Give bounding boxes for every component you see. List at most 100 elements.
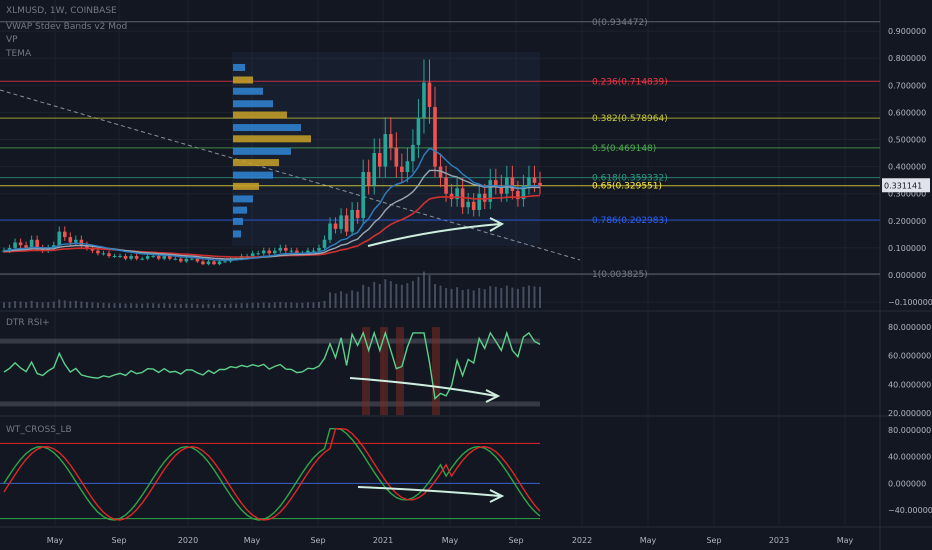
candle-body[interactable]	[400, 166, 404, 173]
candle-body[interactable]	[488, 180, 493, 202]
ema-blue-line[interactable]	[3, 147, 541, 262]
wt1-line[interactable]	[3, 428, 541, 521]
candle-body[interactable]	[24, 245, 28, 248]
candle-body[interactable]	[217, 261, 222, 265]
candle-body[interactable]	[372, 153, 377, 186]
candle-body[interactable]	[389, 134, 393, 148]
candle-body[interactable]	[118, 256, 122, 258]
candle-body[interactable]	[13, 242, 17, 248]
indicator-vwap-label[interactable]: VWAP Stdev Bands v2 Mod	[6, 22, 128, 32]
candle-body[interactable]	[256, 253, 260, 255]
candle-body[interactable]	[333, 223, 338, 229]
candle-body[interactable]	[85, 245, 89, 248]
candle-body[interactable]	[79, 239, 84, 246]
candle-body[interactable]	[129, 256, 133, 259]
candle-body[interactable]	[444, 177, 448, 194]
candle-body[interactable]	[361, 172, 365, 219]
symbol-title[interactable]: XLMUSD, 1W, COINBASE	[6, 6, 117, 16]
candle-body[interactable]	[151, 256, 155, 258]
ema-grey-line[interactable]	[3, 169, 540, 260]
candle-body[interactable]	[96, 250, 100, 254]
candle-body[interactable]	[190, 258, 194, 260]
candle-body[interactable]	[499, 185, 504, 194]
candle-body[interactable]	[195, 258, 200, 262]
wt-panel-title[interactable]: WT_CROSS_LB	[6, 425, 72, 435]
candle-body[interactable]	[134, 256, 139, 259]
candle-body[interactable]	[405, 161, 410, 173]
candle-body[interactable]	[261, 250, 266, 254]
rsi-panel-title[interactable]: DTR RSI+	[6, 318, 50, 328]
candle-body[interactable]	[18, 242, 23, 246]
candle-body[interactable]	[289, 250, 294, 252]
candle-body[interactable]	[317, 247, 321, 251]
candle-body[interactable]	[167, 256, 172, 259]
candle-body[interactable]	[74, 239, 78, 243]
candle-body[interactable]	[295, 250, 299, 254]
candle-body[interactable]	[328, 223, 332, 240]
annotation-arrow[interactable]	[367, 223, 501, 247]
candle-body[interactable]	[416, 117, 421, 145]
candle-body[interactable]	[350, 209, 354, 232]
candle-body[interactable]	[311, 250, 316, 252]
candle-body[interactable]	[7, 247, 12, 251]
wt-annotation-arrow[interactable]	[357, 486, 501, 497]
candle-body[interactable]	[339, 215, 343, 229]
candle-body[interactable]	[57, 231, 62, 246]
candle-body[interactable]	[433, 106, 437, 167]
candle-body[interactable]	[112, 256, 117, 258]
candle-body[interactable]	[477, 193, 482, 210]
candle-body[interactable]	[107, 253, 111, 257]
wt2-line[interactable]	[3, 428, 541, 521]
candle-body[interactable]	[162, 256, 167, 259]
candle-body[interactable]	[306, 250, 310, 254]
candle-body[interactable]	[355, 209, 360, 219]
candle-body[interactable]	[510, 177, 515, 191]
candle-body[interactable]	[156, 256, 161, 259]
candle-body[interactable]	[521, 185, 526, 200]
candle-body[interactable]	[383, 134, 388, 167]
candle-body[interactable]	[212, 261, 216, 265]
candle-body[interactable]	[223, 261, 227, 263]
candle-body[interactable]	[427, 82, 432, 107]
candle-body[interactable]	[145, 256, 150, 259]
candle-body[interactable]	[51, 245, 56, 248]
candle-body[interactable]	[377, 153, 382, 167]
indicator-vp-label[interactable]: VP	[6, 35, 18, 45]
rsi-line[interactable]	[3, 330, 541, 401]
candle-body[interactable]	[278, 247, 283, 251]
candle-body[interactable]	[482, 193, 487, 202]
candle-body[interactable]	[394, 147, 399, 167]
candle-body[interactable]	[250, 253, 255, 257]
candle-body[interactable]	[366, 172, 371, 186]
candle-body[interactable]	[62, 231, 67, 238]
candle-body[interactable]	[471, 201, 476, 210]
candle-body[interactable]	[179, 258, 183, 262]
candle-body[interactable]	[173, 258, 178, 260]
candle-body[interactable]	[272, 250, 277, 254]
candle-body[interactable]	[35, 239, 39, 248]
candle-body[interactable]	[466, 201, 470, 208]
candle-body[interactable]	[438, 166, 443, 178]
rsi-annotation-arrow[interactable]	[349, 377, 497, 397]
candle-body[interactable]	[68, 237, 73, 243]
candle-body[interactable]	[284, 247, 288, 251]
candle-body[interactable]	[532, 177, 537, 183]
candle-body[interactable]	[184, 258, 189, 262]
candle-body[interactable]	[344, 215, 349, 232]
candle-body[interactable]	[422, 82, 426, 118]
candle-body[interactable]	[201, 261, 205, 265]
candle-body[interactable]	[538, 182, 542, 186]
candle-body[interactable]	[29, 239, 34, 248]
candle-body[interactable]	[411, 144, 415, 162]
indicator-tema-label[interactable]: TEMA	[6, 49, 32, 59]
candle-body[interactable]	[123, 256, 128, 259]
candle-body[interactable]	[527, 177, 531, 186]
candle-body[interactable]	[140, 258, 144, 260]
candle-body[interactable]	[267, 250, 272, 254]
candle-body[interactable]	[455, 188, 459, 200]
candle-body[interactable]	[101, 253, 106, 255]
candle-body[interactable]	[516, 190, 520, 200]
candle-body[interactable]	[322, 239, 327, 248]
candle-body[interactable]	[493, 180, 498, 186]
